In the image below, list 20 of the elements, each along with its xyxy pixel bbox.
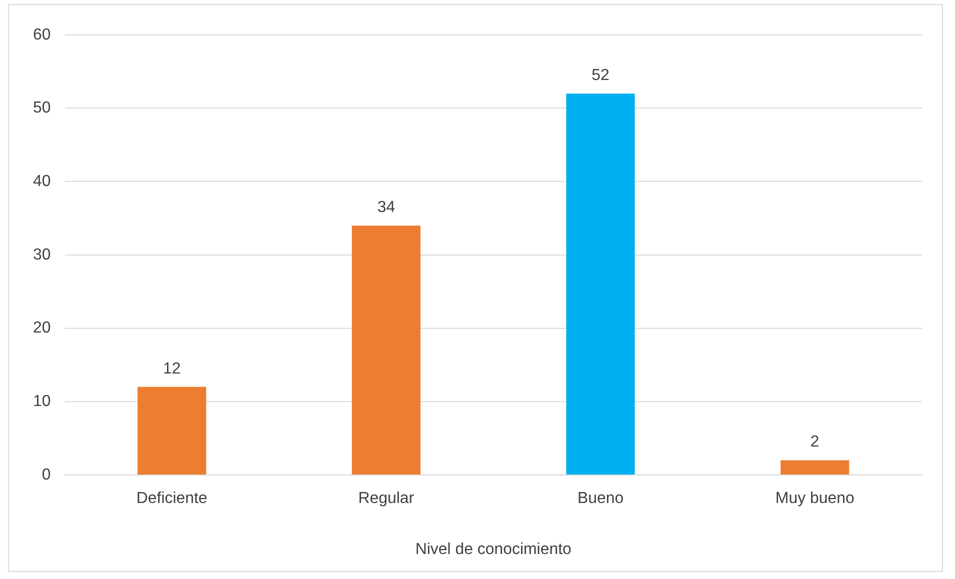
- x-tick-label: Bueno: [577, 490, 624, 507]
- bar: [566, 94, 635, 474]
- x-axis-title: Nivel de conocimiento: [415, 540, 572, 558]
- data-label: 52: [592, 67, 610, 84]
- y-tick-label: 50: [32, 100, 51, 117]
- bar: [352, 226, 420, 474]
- data-label: 2: [810, 434, 820, 451]
- y-tick-label: 30: [32, 246, 51, 264]
- bar: [780, 460, 850, 474]
- y-tick-label: 10: [32, 393, 51, 410]
- x-tick-label: Regular: [358, 490, 415, 507]
- y-tick-label: 0: [42, 466, 51, 484]
- data-label: 12: [162, 360, 181, 378]
- x-tick-label: Muy bueno: [775, 490, 854, 507]
- x-tick-label: Deficiente: [136, 490, 208, 507]
- bar: [138, 386, 206, 474]
- y-tick-label: 40: [32, 172, 51, 190]
- data-label: 34: [377, 199, 396, 216]
- y-tick-label: 20: [32, 320, 51, 337]
- y-tick-label: 60: [32, 26, 51, 44]
